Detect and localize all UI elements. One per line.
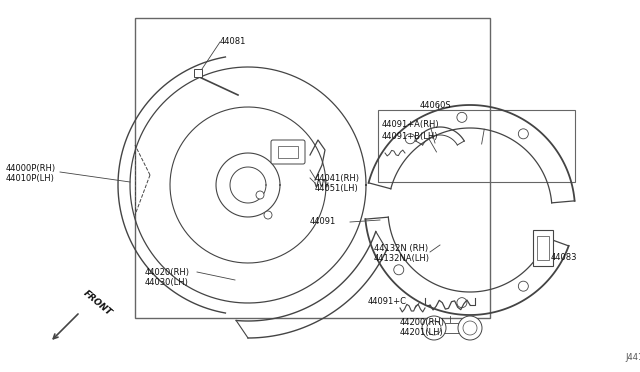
Circle shape bbox=[422, 316, 446, 340]
Bar bbox=[378, 110, 575, 182]
Bar bbox=[537, 236, 549, 260]
Bar bbox=[278, 146, 298, 158]
Bar bbox=[533, 230, 553, 266]
Circle shape bbox=[463, 321, 477, 335]
Text: 44091: 44091 bbox=[310, 218, 336, 227]
Text: 44083: 44083 bbox=[551, 253, 577, 263]
Text: 44041(RH): 44041(RH) bbox=[315, 173, 360, 183]
Text: 44051(LH): 44051(LH) bbox=[315, 183, 359, 192]
Text: 44060S: 44060S bbox=[420, 100, 452, 109]
Circle shape bbox=[264, 211, 272, 219]
Circle shape bbox=[457, 298, 467, 308]
Circle shape bbox=[256, 191, 264, 199]
Text: 44020(RH): 44020(RH) bbox=[145, 267, 190, 276]
Text: 44030(LH): 44030(LH) bbox=[145, 278, 189, 286]
Text: 44200(RH): 44200(RH) bbox=[400, 317, 445, 327]
Text: 44091+B(LH): 44091+B(LH) bbox=[382, 131, 438, 141]
Bar bbox=[194, 69, 202, 77]
Text: 44000P(RH): 44000P(RH) bbox=[6, 164, 56, 173]
Text: J4410177: J4410177 bbox=[625, 353, 640, 362]
Text: FRONT: FRONT bbox=[82, 289, 114, 318]
Circle shape bbox=[518, 281, 529, 291]
Text: 44081: 44081 bbox=[220, 38, 246, 46]
Bar bbox=[434, 323, 470, 333]
Circle shape bbox=[458, 316, 482, 340]
Circle shape bbox=[518, 129, 529, 139]
Text: 44010P(LH): 44010P(LH) bbox=[6, 173, 55, 183]
Text: 44091+C: 44091+C bbox=[368, 298, 407, 307]
Circle shape bbox=[427, 321, 441, 335]
Circle shape bbox=[394, 265, 404, 275]
FancyBboxPatch shape bbox=[271, 140, 305, 164]
Circle shape bbox=[457, 112, 467, 122]
Text: 44201(LH): 44201(LH) bbox=[400, 327, 444, 337]
Text: 44091+A(RH): 44091+A(RH) bbox=[382, 121, 440, 129]
Text: 44132NA(LH): 44132NA(LH) bbox=[374, 253, 430, 263]
Text: 44132N (RH): 44132N (RH) bbox=[374, 244, 428, 253]
Bar bbox=[135, 18, 490, 318]
Circle shape bbox=[405, 134, 415, 144]
